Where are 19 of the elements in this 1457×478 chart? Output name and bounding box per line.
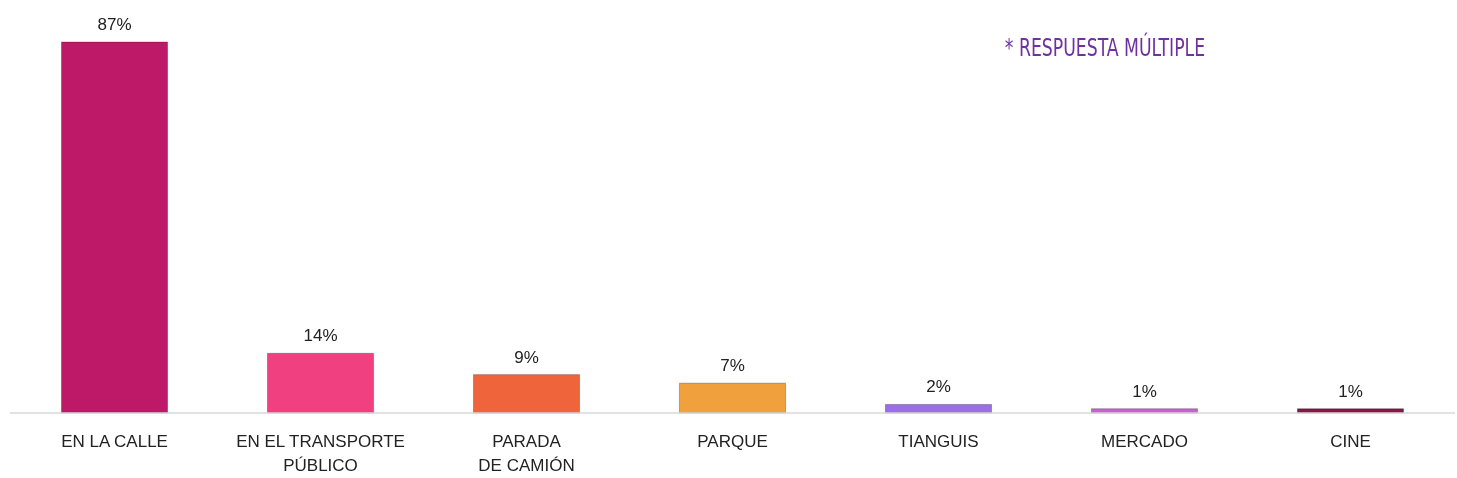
x-tick-label: TIANGUIS (898, 432, 979, 451)
bar (266, 352, 375, 414)
x-tick-label: PARQUE (697, 432, 768, 451)
data-label: 9% (514, 347, 539, 367)
data-label: 2% (926, 377, 951, 397)
annotation: * RESPUESTA MÚLTIPLE (1004, 33, 1206, 62)
x-tick-label: PARADA DE CAMIÓN (478, 432, 575, 475)
data-label: 1% (1132, 381, 1157, 401)
x-tick-label: MERCADO (1101, 432, 1188, 451)
data-label: 1% (1338, 381, 1363, 401)
data-label: 87% (97, 15, 132, 34)
bar (472, 374, 581, 414)
data-label: 7% (720, 356, 745, 376)
x-tick-label: EN EL TRANSPORTE PÚBLICO (236, 432, 405, 475)
bar (61, 41, 169, 414)
bar (678, 382, 787, 414)
data-label: 14% (303, 326, 338, 346)
x-tick-label: CINE (1330, 432, 1371, 451)
x-tick-label: EN LA CALLE (61, 432, 168, 451)
